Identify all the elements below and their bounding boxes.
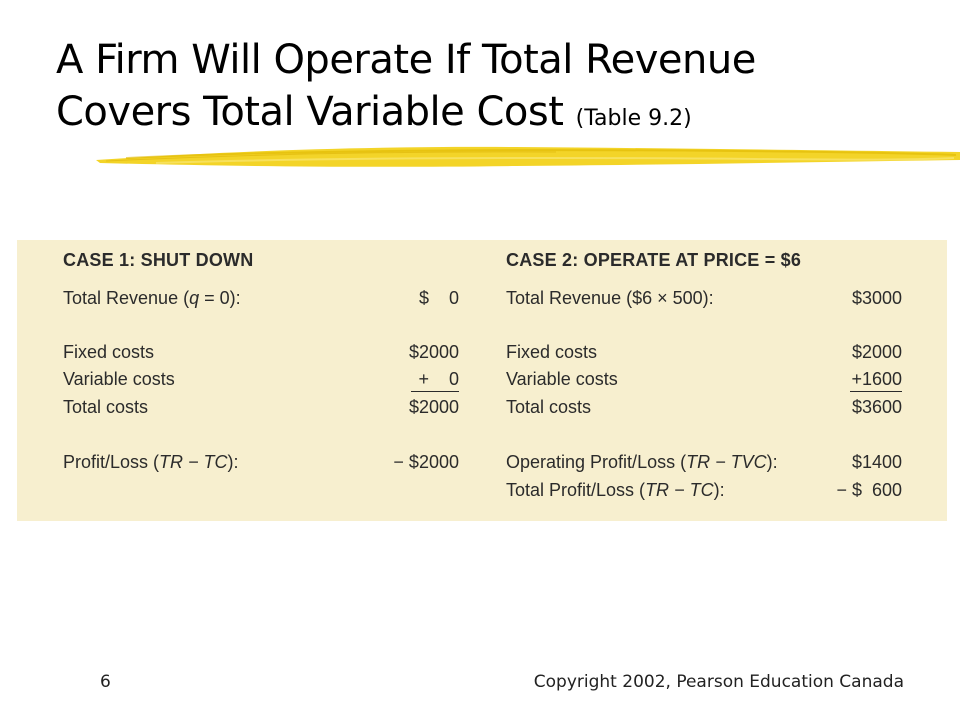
case2-variable-label: Variable costs [506,369,618,389]
case1-variable-value: + 0 [411,369,459,392]
case1-revenue-value: $ 0 [418,288,459,308]
table-9-2: CASE 1: SHUT DOWN Total Revenue (q = 0):… [17,240,947,521]
case1-profit-label-post: ): [227,452,239,472]
case1-profit-value: − $2000 [393,452,459,472]
case2-total-profit-value: − $ 600 [836,480,902,500]
case2-total-profit-label-post: ): [713,480,725,500]
case1-profit-label: Profit/Loss (TR − TC): [63,452,239,473]
case1-fixed-value: $2000 [408,342,459,362]
case1-revenue-label-post: = 0): [199,288,241,308]
slide-number: 6 [100,672,111,692]
case1-heading: CASE 1: SHUT DOWN [63,250,254,270]
case1-profit-label-pre: Profit/Loss ( [63,452,160,472]
case1-profit-label-var: TR − TC [159,452,228,472]
case2-total-value: $3600 [851,397,902,417]
case2-heading: CASE 2: OPERATE AT PRICE = $6 [506,250,802,270]
case1-total-label: Total costs [63,397,149,417]
copyright-notice: Copyright 2002, Pearson Education Canada [533,672,904,692]
case1-revenue-label-var: q [189,288,200,308]
case2-total-profit-label-pre: Total Profit/Loss ( [506,480,646,500]
case2-operating-profit-label-var: TR − TVC [686,452,767,472]
slide-title: A Firm Will Operate If Total Revenue Cov… [56,34,936,145]
case2-revenue-label: Total Revenue ($6 × 500): [506,288,714,308]
case1-revenue-label-pre: Total Revenue ( [63,288,190,308]
case2-operating-profit-label: Operating Profit/Loss (TR − TVC): [506,452,778,473]
case2-operating-profit-label-pre: Operating Profit/Loss ( [506,452,687,472]
case2-total-label: Total costs [506,397,592,417]
case2-total-profit-label: Total Profit/Loss (TR − TC): [506,480,725,501]
title-line-2-text: Covers Total Variable Cost [56,89,564,135]
case2-operating-profit-value: $1400 [851,452,902,472]
case2-fixed-value: $2000 [851,342,902,362]
title-table-reference: (Table 9.2) [575,106,692,131]
title-line-1: A Firm Will Operate If Total Revenue [56,37,756,83]
case2-fixed-label: Fixed costs [506,342,598,362]
case1-total-value: $2000 [408,397,459,417]
case2-operating-profit-label-post: ): [766,452,778,472]
title-line-2: Covers Total Variable Cost (Table 9.2) [56,86,936,145]
case1-fixed-label: Fixed costs [63,342,155,362]
case1-variable-label: Variable costs [63,369,175,389]
case2-variable-value: +1600 [850,369,902,392]
case1-revenue-label: Total Revenue (q = 0): [63,288,241,309]
case2-revenue-value: $3000 [851,288,902,308]
case2-total-profit-label-var: TR − TC [645,480,714,500]
yellow-brush-stroke [96,146,960,167]
